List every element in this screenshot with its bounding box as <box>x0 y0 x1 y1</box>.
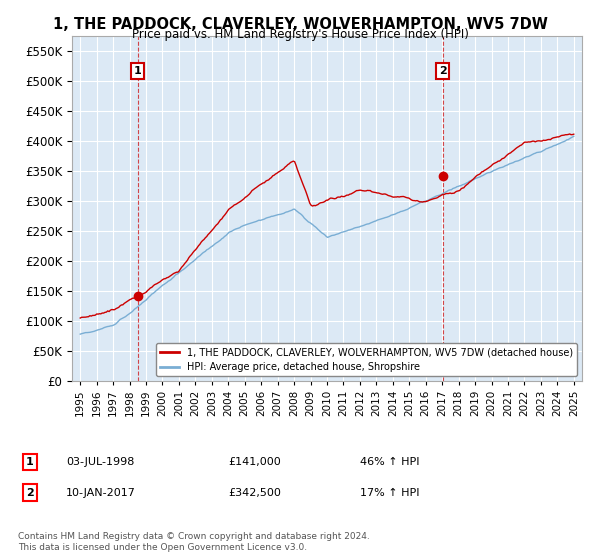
Text: 1: 1 <box>134 66 142 76</box>
Text: 2: 2 <box>26 488 34 498</box>
Text: 17% ↑ HPI: 17% ↑ HPI <box>360 488 419 498</box>
Text: Price paid vs. HM Land Registry's House Price Index (HPI): Price paid vs. HM Land Registry's House … <box>131 28 469 41</box>
Text: 1: 1 <box>26 457 34 467</box>
Text: £342,500: £342,500 <box>228 488 281 498</box>
Text: £141,000: £141,000 <box>228 457 281 467</box>
Text: Contains HM Land Registry data © Crown copyright and database right 2024.
This d: Contains HM Land Registry data © Crown c… <box>18 532 370 552</box>
Legend: 1, THE PADDOCK, CLAVERLEY, WOLVERHAMPTON, WV5 7DW (detached house), HPI: Average: 1, THE PADDOCK, CLAVERLEY, WOLVERHAMPTON… <box>156 343 577 376</box>
Text: 03-JUL-1998: 03-JUL-1998 <box>66 457 134 467</box>
Text: 1, THE PADDOCK, CLAVERLEY, WOLVERHAMPTON, WV5 7DW: 1, THE PADDOCK, CLAVERLEY, WOLVERHAMPTON… <box>53 17 547 32</box>
Text: 10-JAN-2017: 10-JAN-2017 <box>66 488 136 498</box>
Text: 46% ↑ HPI: 46% ↑ HPI <box>360 457 419 467</box>
Text: 2: 2 <box>439 66 446 76</box>
